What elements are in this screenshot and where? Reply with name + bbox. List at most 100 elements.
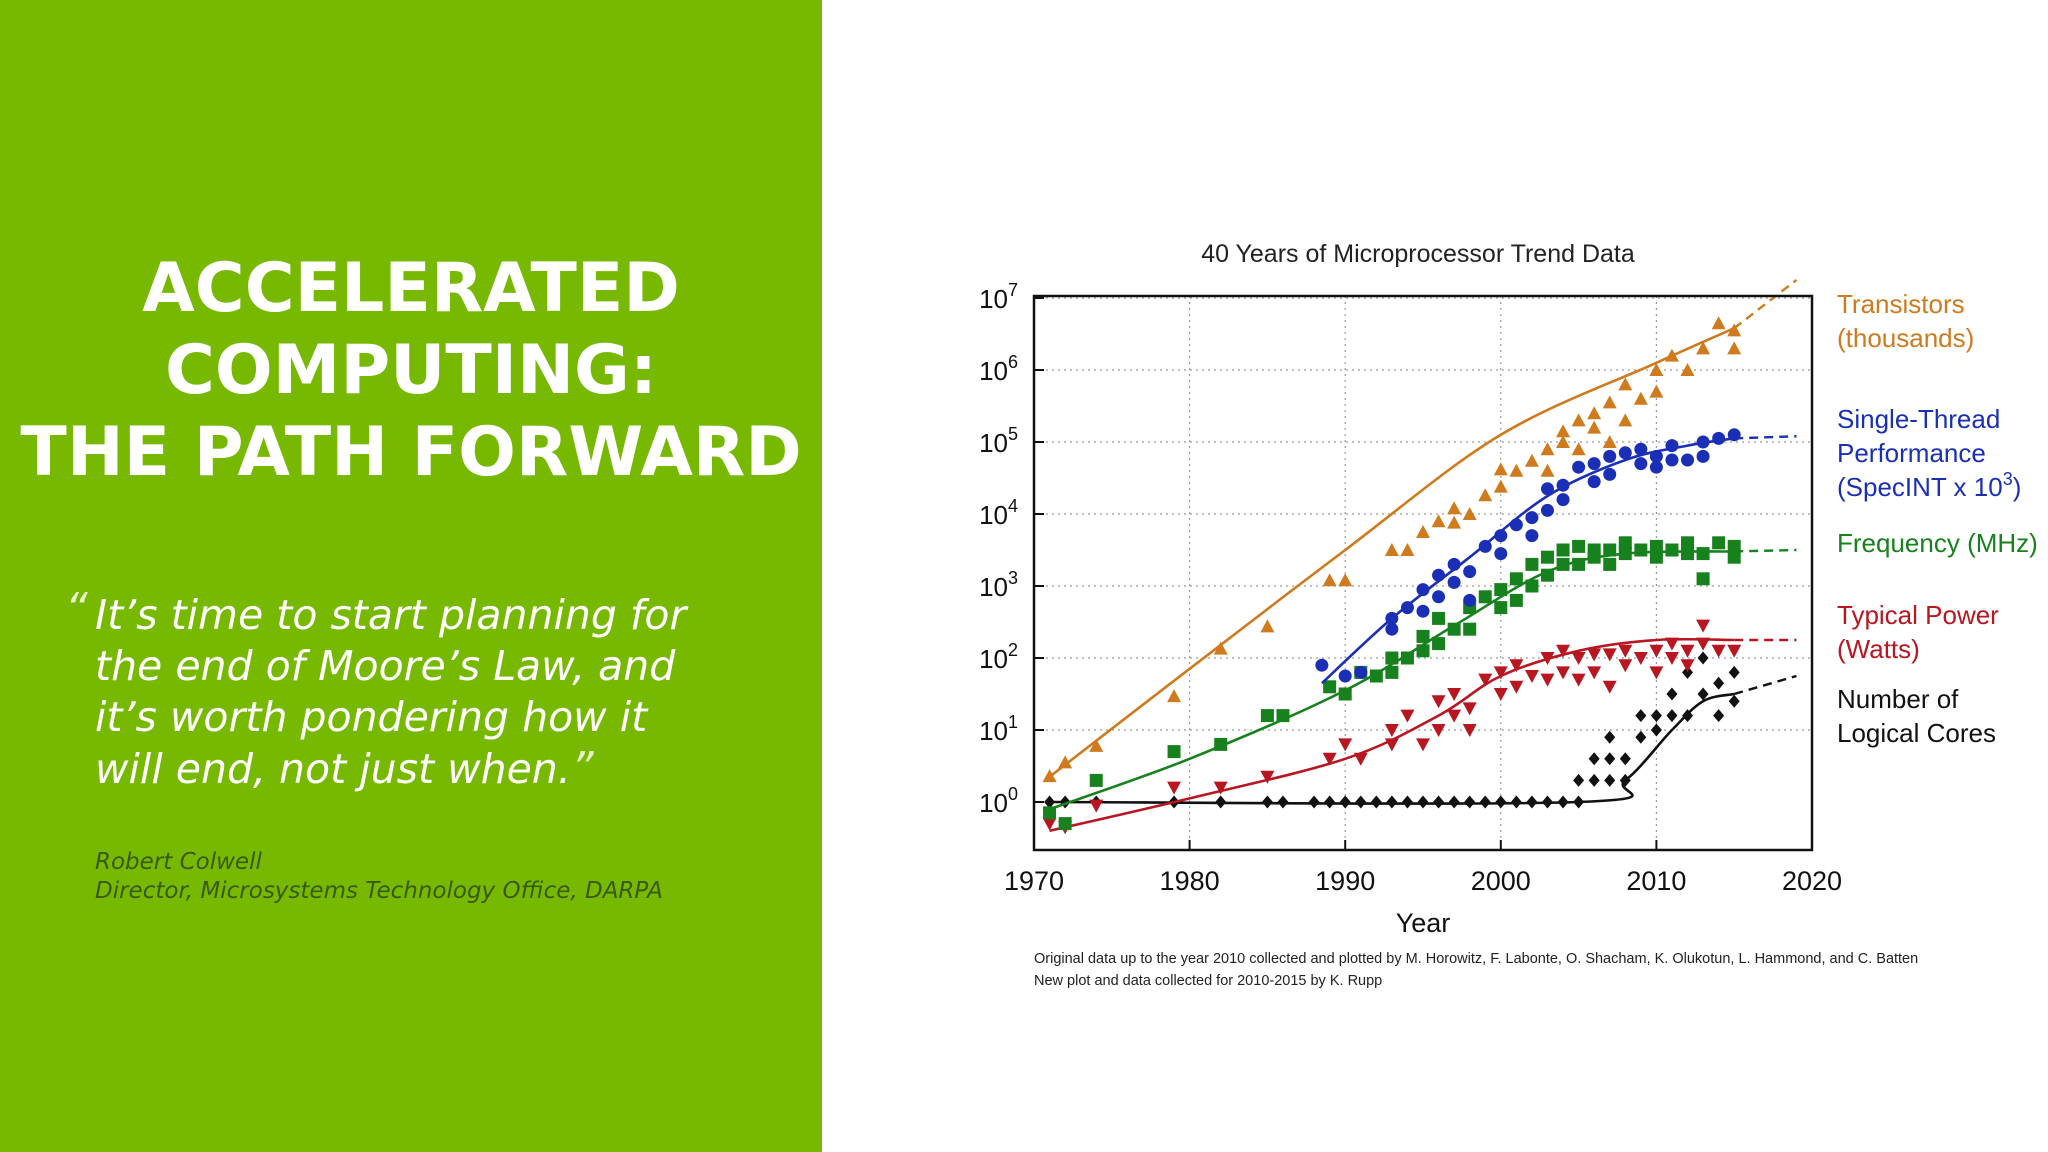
data-point (1666, 687, 1678, 701)
data-point (1213, 781, 1228, 795)
data-point (1447, 575, 1461, 589)
data-point (1650, 723, 1662, 737)
data-point (1462, 507, 1477, 520)
y-tick-base: 10 (979, 356, 1008, 386)
data-point (1495, 795, 1507, 809)
data-point (1540, 673, 1555, 687)
y-tick-label: 103 (979, 568, 1018, 602)
data-point (1556, 666, 1571, 680)
data-point (1431, 695, 1446, 709)
data-point (1696, 637, 1711, 651)
data-point (1587, 550, 1601, 564)
data-point (1727, 644, 1742, 658)
data-point (1571, 413, 1586, 427)
data-point (1602, 680, 1617, 694)
series-label: Frequency (MHz) (1837, 528, 2038, 558)
data-point (1602, 395, 1617, 409)
data-point (1635, 709, 1647, 723)
data-point (1463, 593, 1477, 607)
data-point (1432, 611, 1446, 625)
data-point (1696, 619, 1711, 633)
data-point (1696, 547, 1710, 561)
data-point (1634, 457, 1648, 471)
data-point (1261, 795, 1273, 809)
data-point (1649, 384, 1664, 398)
data-point (1494, 547, 1508, 561)
quote-line-2: the end of Moore’s Law, and (95, 642, 676, 690)
series-label-line: Performance (1837, 438, 1986, 468)
y-tick-base: 10 (979, 572, 1008, 602)
data-point (1384, 543, 1399, 556)
data-point (1603, 449, 1617, 463)
series-label-line: (thousands) (1837, 323, 1974, 353)
data-point (1665, 439, 1679, 453)
y-tick-base: 10 (979, 788, 1008, 818)
data-point (1494, 583, 1508, 597)
series-group (1315, 428, 1797, 685)
data-point (1323, 680, 1337, 694)
data-point (1681, 547, 1695, 561)
series-group (1042, 279, 1798, 783)
data-point (1042, 817, 1057, 831)
y-tick-exponent: 5 (1008, 424, 1018, 444)
slide-title: ACCELERATED COMPUTING: THE PATH FORWARD (0, 248, 822, 494)
data-point (1618, 536, 1632, 550)
trend-line (1049, 692, 1735, 805)
data-point (1509, 463, 1524, 477)
series-labels: Transistors (thousands) Single-Thread Perfo… (1837, 289, 2038, 748)
data-point (1493, 462, 1508, 476)
series-label-line: (Watts) (1837, 634, 1920, 664)
data-point (1462, 702, 1477, 716)
data-point (1167, 745, 1181, 759)
data-point (1572, 539, 1586, 553)
data-point (1416, 525, 1430, 538)
y-tick-base: 10 (979, 716, 1008, 746)
data-point (1680, 659, 1695, 673)
data-point (1618, 644, 1633, 658)
y-tick-label: 102 (979, 640, 1018, 674)
data-point (1619, 752, 1631, 766)
footnote-line-2: New plot and data collected for 2010-201… (1034, 973, 1382, 989)
data-point (1664, 637, 1679, 651)
data-point (1324, 795, 1336, 809)
data-point (1587, 648, 1602, 662)
y-tick-label: 101 (979, 712, 1018, 746)
data-point (1510, 795, 1522, 809)
data-point (1571, 673, 1586, 687)
y-tick-base: 10 (979, 284, 1008, 314)
footnote-line-1: Original data up to the year 2010 collec… (1034, 951, 1918, 967)
attribution-name: Robert Colwell (95, 849, 262, 875)
data-point (1525, 511, 1539, 525)
data-point (1338, 573, 1353, 587)
data-point (1384, 724, 1399, 737)
data-point (1058, 817, 1072, 831)
data-point (1618, 377, 1633, 391)
chart-grid (1033, 296, 1813, 850)
data-point (1634, 442, 1648, 456)
data-point (1089, 773, 1103, 787)
y-tick-base: 10 (979, 428, 1008, 458)
data-point (1494, 601, 1508, 615)
data-point (1524, 453, 1539, 467)
close-quote-mark: ” (570, 743, 594, 794)
data-point (1634, 543, 1648, 557)
data-point (1416, 629, 1430, 643)
data-point (1587, 420, 1602, 434)
data-point (1416, 644, 1430, 658)
trend-extension (1734, 548, 1797, 553)
data-point (1727, 323, 1742, 337)
data-point (1525, 529, 1539, 543)
data-point (1618, 659, 1633, 673)
data-point (1697, 651, 1709, 665)
data-point (1604, 730, 1616, 744)
y-tick-label: 100 (979, 784, 1018, 818)
data-point (1525, 579, 1539, 593)
data-point (1635, 730, 1647, 744)
y-tick-base: 10 (979, 644, 1008, 674)
y-tick-label: 106 (979, 352, 1018, 386)
data-point (1493, 666, 1508, 680)
x-axis-label: Year (1396, 908, 1451, 938)
data-point (1276, 709, 1290, 723)
y-tick-exponent: 3 (1008, 568, 1018, 588)
data-point (1540, 550, 1554, 564)
